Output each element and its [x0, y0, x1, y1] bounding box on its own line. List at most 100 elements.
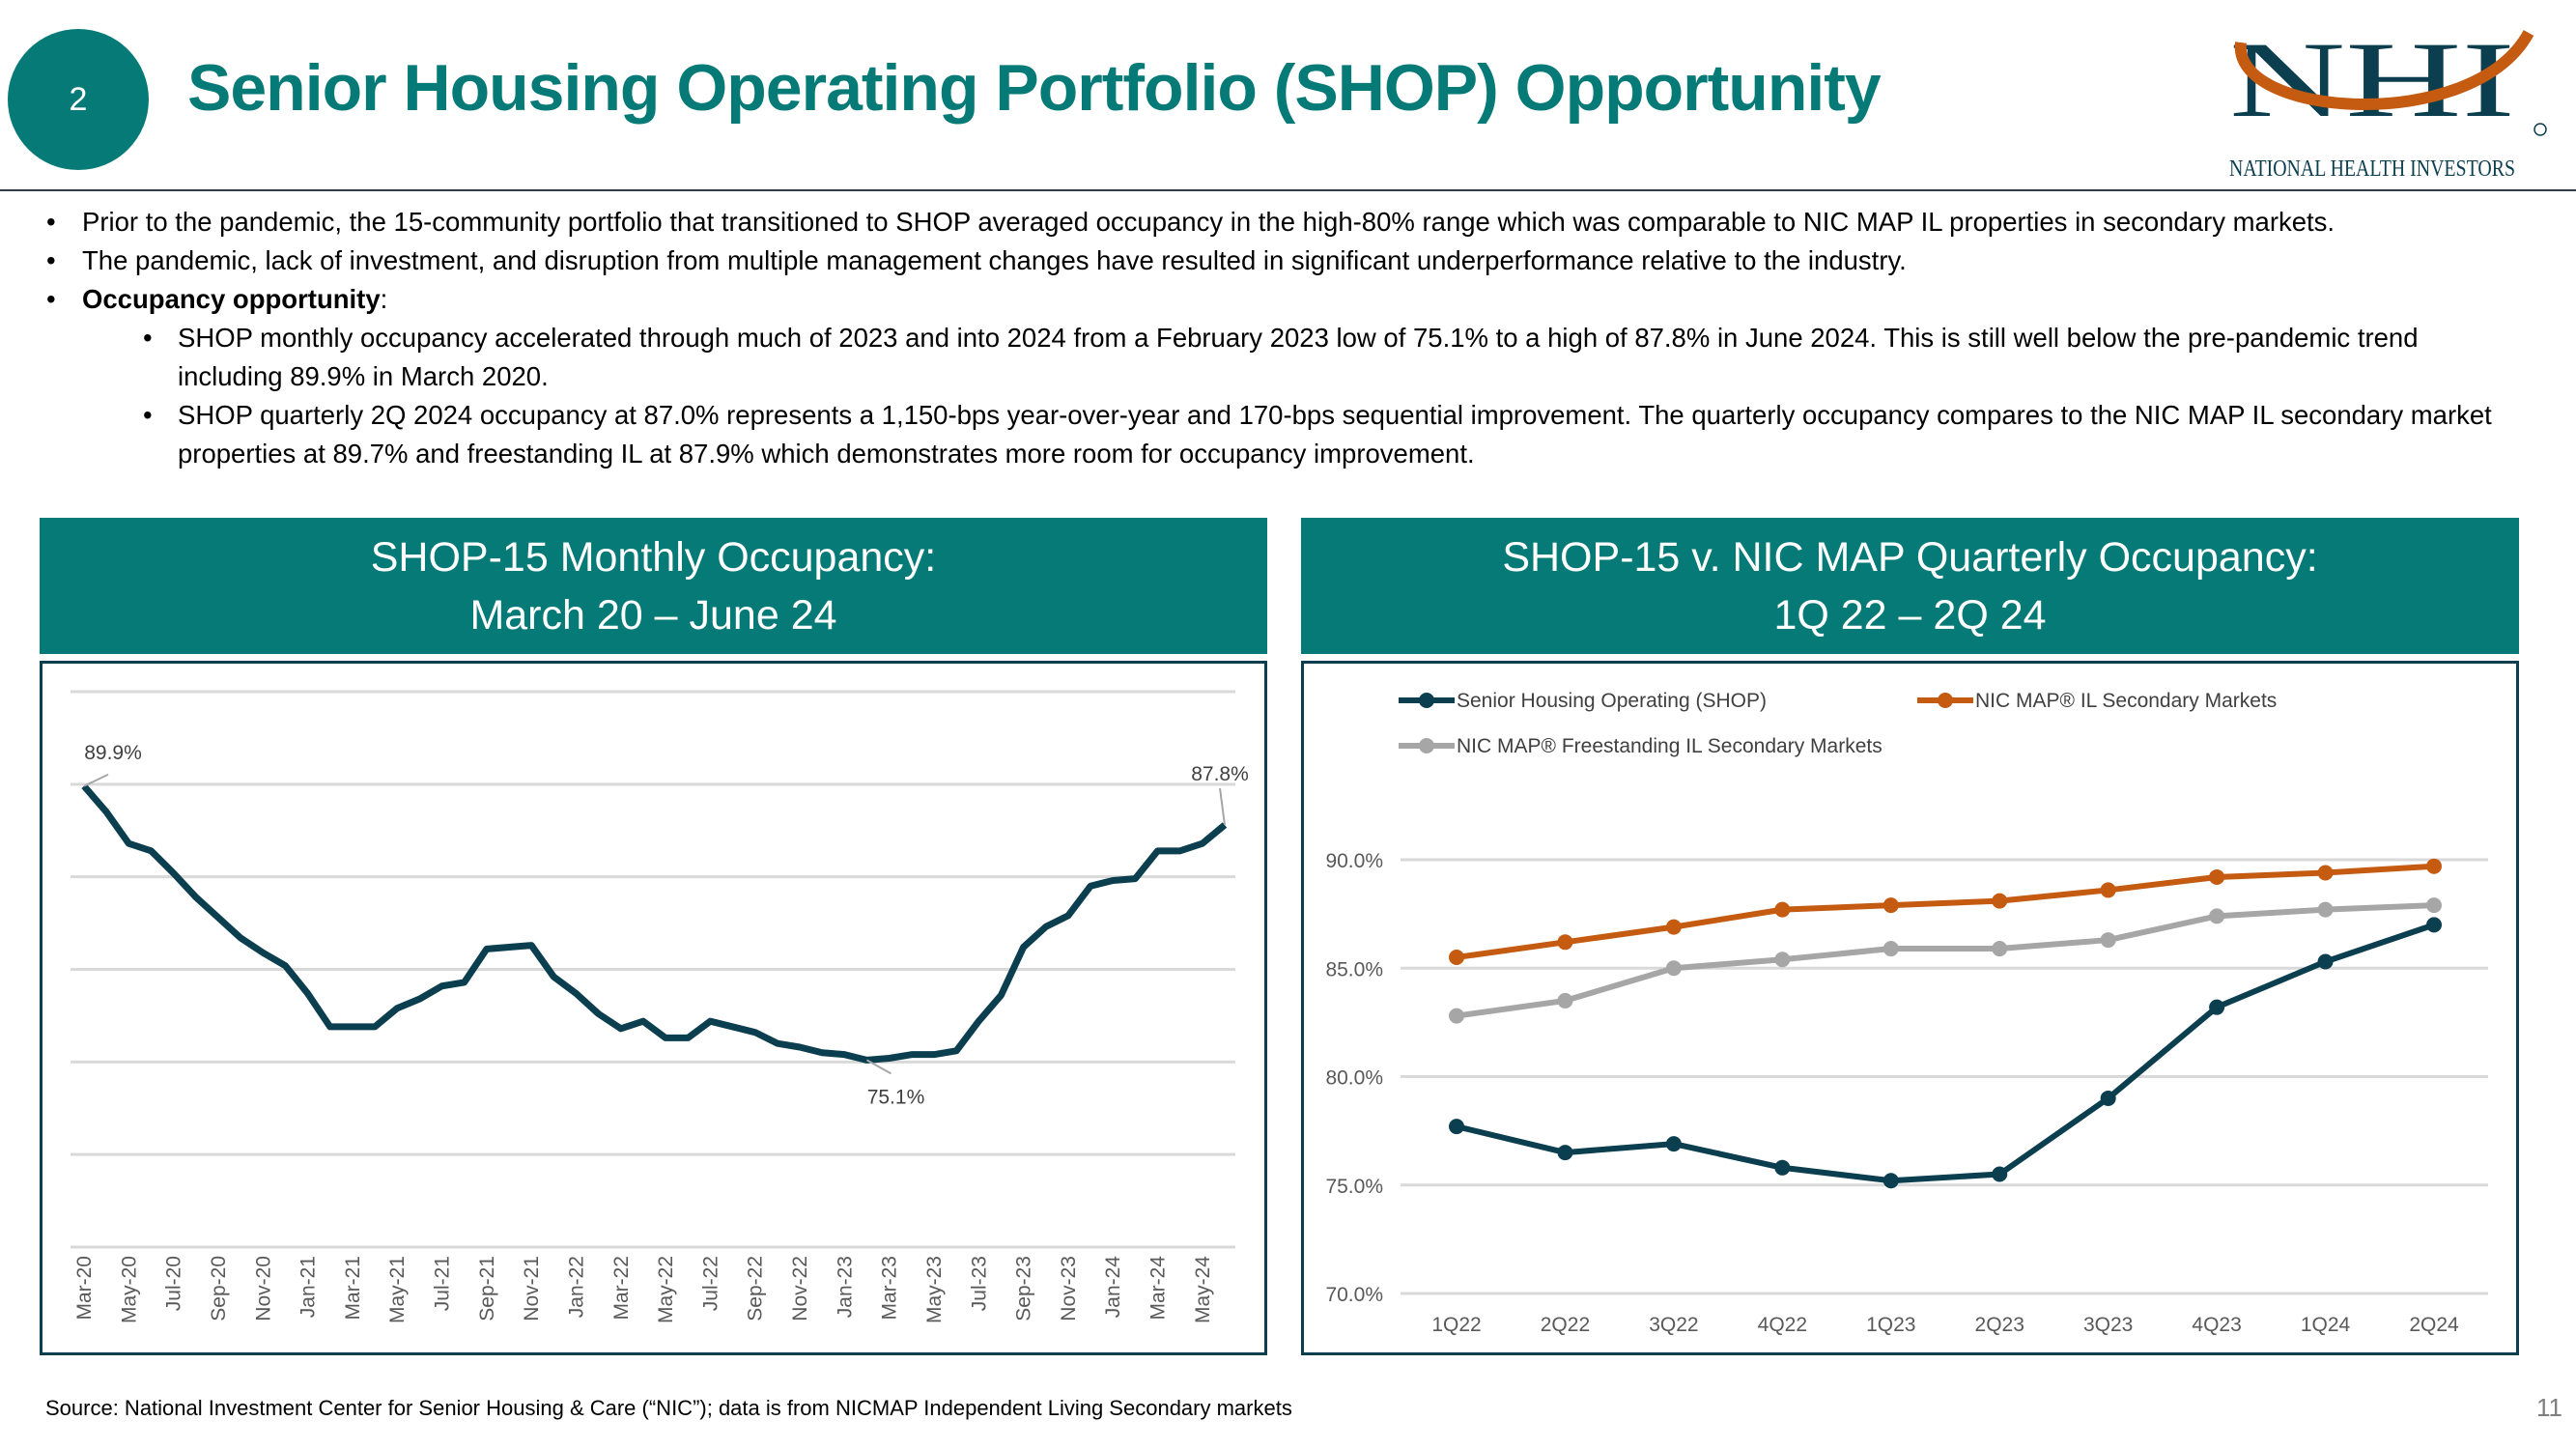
logo-swoosh: [2234, 29, 2534, 110]
left-chart-title-line1: SHOP-15 Monthly Occupancy:: [370, 533, 937, 581]
data-point: [2317, 901, 2334, 918]
x-tick-label: Jul-23: [968, 1256, 990, 1311]
x-tick-label: Jan-22: [565, 1256, 587, 1318]
x-tick-label: Sep-23: [1013, 1256, 1035, 1321]
bullet-bold: Occupancy opportunity: [82, 284, 381, 314]
data-point: [2426, 917, 2442, 933]
x-tick-label: 2Q24: [2409, 1314, 2459, 1336]
data-point: [1882, 941, 1899, 957]
y-tick-label: 75.0%: [1325, 1176, 1383, 1198]
left-chart-header: SHOP-15 Monthly Occupancy: March 20 – Ju…: [40, 518, 1267, 654]
x-tick-label: 2Q23: [1975, 1314, 2024, 1336]
y-tick-label: 70.0%: [1325, 1284, 1383, 1306]
x-tick-label: May-21: [386, 1256, 409, 1323]
x-tick-label: May-20: [118, 1256, 140, 1323]
x-tick-label: 3Q22: [1649, 1314, 1698, 1336]
data-point: [1774, 1159, 1791, 1176]
series-line: [1456, 902, 2435, 1019]
data-label: 89.9%: [84, 742, 142, 764]
nhi-logo: NHI NATIONAL HEALTH INVESTORS: [2229, 21, 2547, 182]
bullet-item: Prior to the pandemic, the 15-community …: [46, 203, 2509, 242]
data-point: [1557, 992, 1573, 1009]
x-tick-label: Mar-21: [342, 1256, 364, 1321]
section-number: 2: [69, 80, 88, 118]
x-tick-label: Jan-23: [834, 1256, 856, 1318]
data-point: [2317, 865, 2334, 881]
data-point: [1882, 897, 1899, 914]
data-point: [1665, 1136, 1682, 1152]
data-point: [2100, 882, 2116, 898]
x-tick-label: Jul-20: [163, 1256, 185, 1311]
x-tick-label: Nov-20: [252, 1256, 274, 1321]
x-tick-label: Jan-24: [1102, 1256, 1124, 1319]
data-point: [2426, 858, 2442, 874]
x-tick-label: Mar-24: [1147, 1256, 1170, 1321]
y-tick-label: 90.0%: [1325, 850, 1383, 872]
bullet-item: The pandemic, lack of investment, and di…: [46, 242, 2509, 280]
x-tick-label: Jul-21: [432, 1256, 454, 1311]
annotation-leader: [83, 773, 109, 787]
bullet-item: Occupancy opportunity:: [46, 280, 2509, 319]
series-line: [1456, 863, 2435, 960]
section-number-badge: 2: [8, 29, 149, 170]
y-tick-label: 80.0%: [1325, 1067, 1383, 1090]
x-tick-label: Mar-20: [73, 1256, 96, 1321]
data-point: [1557, 1145, 1573, 1161]
y-tick-label: 85.0%: [1325, 958, 1383, 980]
x-tick-label: Sep-20: [208, 1256, 230, 1321]
sub-bullet-item: SHOP monthly occupancy accelerated throu…: [143, 319, 2509, 396]
legend-marker: [1419, 738, 1434, 753]
data-point: [1449, 950, 1464, 966]
x-tick-label: 1Q23: [1866, 1314, 1915, 1336]
x-tick-label: 2Q22: [1541, 1314, 1590, 1336]
data-point: [2100, 932, 2116, 949]
data-point: [2426, 897, 2442, 914]
header-divider: [0, 189, 2576, 191]
x-tick-label: Jul-22: [699, 1256, 722, 1311]
right-chart-header: SHOP-15 v. NIC MAP Quarterly Occupancy: …: [1301, 518, 2519, 654]
data-point: [1557, 934, 1573, 951]
logo-subtext: NATIONAL HEALTH INVESTORS: [2229, 156, 2515, 182]
x-tick-label: May-22: [655, 1256, 677, 1323]
page-title: Senior Housing Operating Portfolio (SHOP…: [187, 51, 1882, 125]
x-tick-label: 4Q22: [1758, 1314, 1807, 1336]
series-line-shop15: [81, 783, 1228, 1064]
data-point: [1449, 1119, 1464, 1135]
x-tick-label: Nov-23: [1058, 1256, 1080, 1321]
series-line: [1456, 922, 2435, 1184]
x-tick-label: 4Q23: [2192, 1314, 2241, 1336]
data-point: [2209, 999, 2225, 1015]
data-point: [2209, 868, 2225, 885]
data-point: [1882, 1173, 1899, 1189]
source-note: Source: National Investment Center for S…: [45, 1396, 1292, 1420]
data-label: 87.8%: [1191, 763, 1249, 785]
x-tick-label: May-23: [923, 1256, 946, 1323]
data-point: [1665, 960, 1682, 977]
data-point: [2317, 953, 2334, 970]
legend-label: Senior Housing Operating (SHOP): [1457, 690, 1767, 712]
bullet-text: :: [380, 284, 388, 314]
x-tick-label: Sep-21: [476, 1256, 498, 1321]
legend-label: NIC MAP® Freestanding IL Secondary Marke…: [1457, 735, 1882, 757]
x-tick-label: Mar-23: [879, 1256, 901, 1321]
legend-label: NIC MAP® IL Secondary Markets: [1975, 690, 2277, 712]
left-chart-frame: [40, 661, 1267, 1355]
data-point: [1774, 952, 1791, 968]
legend-marker: [1419, 693, 1434, 708]
x-tick-label: Mar-22: [610, 1256, 633, 1321]
sub-bullet-item: SHOP quarterly 2Q 2024 occupancy at 87.0…: [143, 396, 2509, 473]
x-tick-label: 1Q22: [1431, 1314, 1481, 1336]
data-point: [1665, 919, 1682, 935]
bullet-list: Prior to the pandemic, the 15-community …: [46, 203, 2509, 473]
data-point: [1449, 1008, 1464, 1024]
x-tick-label: 1Q24: [2301, 1314, 2351, 1336]
legend-marker: [1938, 693, 1953, 708]
data-point: [1774, 901, 1791, 918]
x-tick-label: Nov-22: [789, 1256, 811, 1321]
x-tick-label: May-24: [1192, 1256, 1214, 1323]
x-tick-label: Sep-22: [745, 1256, 767, 1321]
data-point: [2209, 908, 2225, 924]
right-chart-title-line2: 1Q 22 – 2Q 24: [1773, 591, 2047, 639]
annotation-leader: [866, 1059, 892, 1075]
